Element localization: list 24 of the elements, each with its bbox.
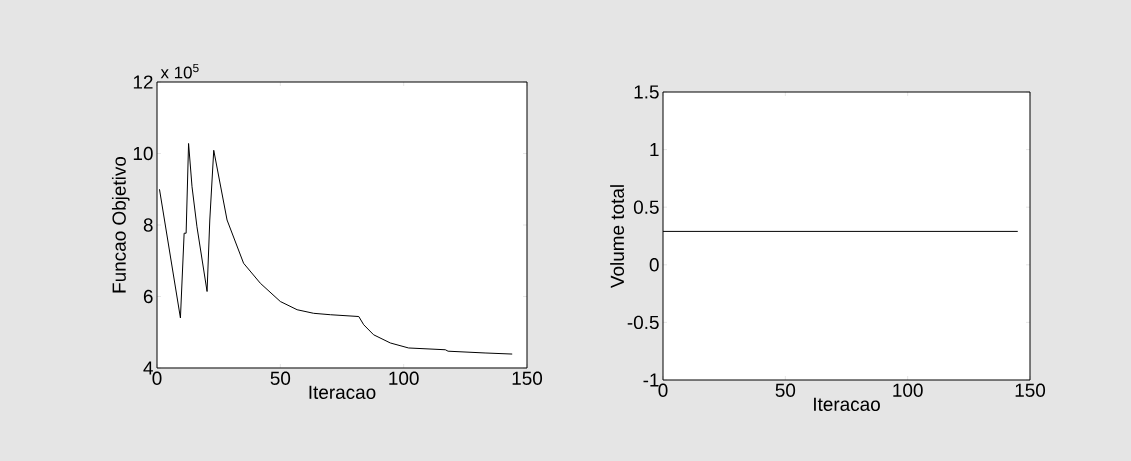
x-tick-label: 0 bbox=[658, 383, 668, 397]
x-tick-label: 150 bbox=[512, 371, 543, 385]
x-tick-label: 50 bbox=[270, 371, 291, 385]
y-tick-label: 0 bbox=[649, 258, 659, 272]
x-axis-title: Iteracao bbox=[309, 385, 376, 399]
y-tick-label: -1 bbox=[643, 373, 659, 387]
x-axis-title: Iteracao bbox=[814, 397, 880, 411]
x-tick-label: 0 bbox=[152, 371, 162, 385]
y-tick-label: 1.5 bbox=[634, 85, 659, 99]
x-tick-label: 100 bbox=[389, 371, 419, 385]
y-axis-title: Funcao Objetivo bbox=[111, 156, 130, 293]
y-tick-label: 8 bbox=[143, 218, 153, 232]
y-tick-label: -0.5 bbox=[627, 315, 659, 330]
x-tick-label: 100 bbox=[893, 383, 923, 397]
x-tick-label: 50 bbox=[775, 383, 796, 397]
y-tick-label: 4 bbox=[143, 361, 153, 375]
y-tick-label: 10 bbox=[133, 146, 153, 161]
y-tick-label: 6 bbox=[143, 289, 153, 304]
y-tick-label: 12 bbox=[133, 75, 153, 89]
y-tick-label: 1 bbox=[650, 143, 659, 157]
x-tick-label: 150 bbox=[1015, 383, 1046, 397]
y-tick-label: 0.5 bbox=[633, 200, 659, 214]
y-axis-title: Volume total bbox=[610, 185, 625, 289]
text: x 10$^{5}$ bbox=[160, 63, 199, 79]
